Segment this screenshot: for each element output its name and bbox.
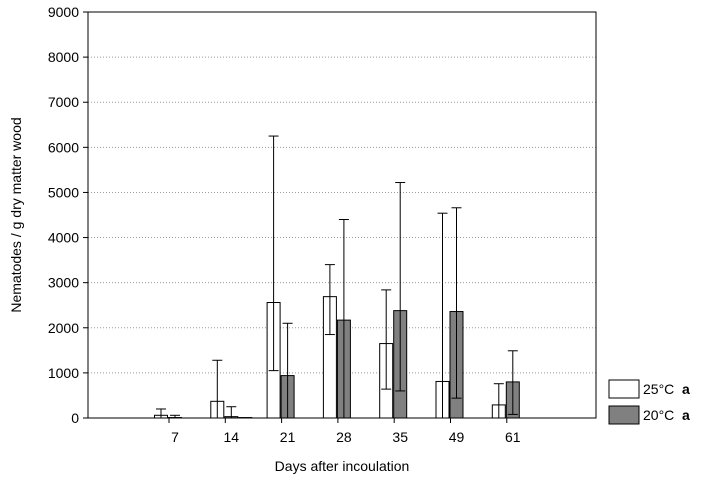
y-tick-label: 6000 — [48, 139, 79, 155]
legend-label: 25°C — [643, 381, 674, 397]
x-axis: 7 14 21 28 35 49 61 — [168, 418, 521, 445]
x-tick-label: 28 — [336, 429, 352, 445]
y-tick-label: 7000 — [48, 94, 79, 110]
y-axis: 0 1000 2000 3000 4000 5000 6000 7000 8000 9000 — [48, 4, 88, 426]
y-axis-title: Nematodes / g dry matter wood — [8, 117, 24, 312]
plot-frame — [87, 11, 597, 419]
y-tick-label: 4000 — [48, 230, 79, 246]
x-tick-label: 14 — [224, 429, 240, 445]
grid-lines — [88, 56, 596, 374]
y-tick-label: 1000 — [48, 365, 79, 381]
x-tick-label: 61 — [505, 429, 521, 445]
y-tick-label: 5000 — [48, 184, 79, 200]
legend-swatch — [608, 379, 640, 399]
legend-significance: a — [682, 407, 690, 423]
x-tick-label: 35 — [392, 429, 408, 445]
legend-swatch — [608, 405, 640, 425]
legend: 25°C a 20°C a — [608, 379, 690, 425]
y-tick-label: 3000 — [48, 275, 79, 291]
y-tick-label: 8000 — [48, 49, 79, 65]
y-tick-label: 9000 — [48, 4, 79, 20]
x-axis-title: Days after incoulation — [275, 458, 410, 474]
y-tick-label: 2000 — [48, 320, 79, 336]
x-tick-label: 7 — [171, 429, 179, 445]
y-tick-label: 0 — [71, 410, 79, 426]
legend-significance: a — [682, 381, 690, 397]
x-tick-label: 21 — [280, 429, 296, 445]
x-tick-label: 49 — [449, 429, 465, 445]
bars — [154, 135, 520, 419]
legend-label: 20°C — [643, 407, 674, 423]
